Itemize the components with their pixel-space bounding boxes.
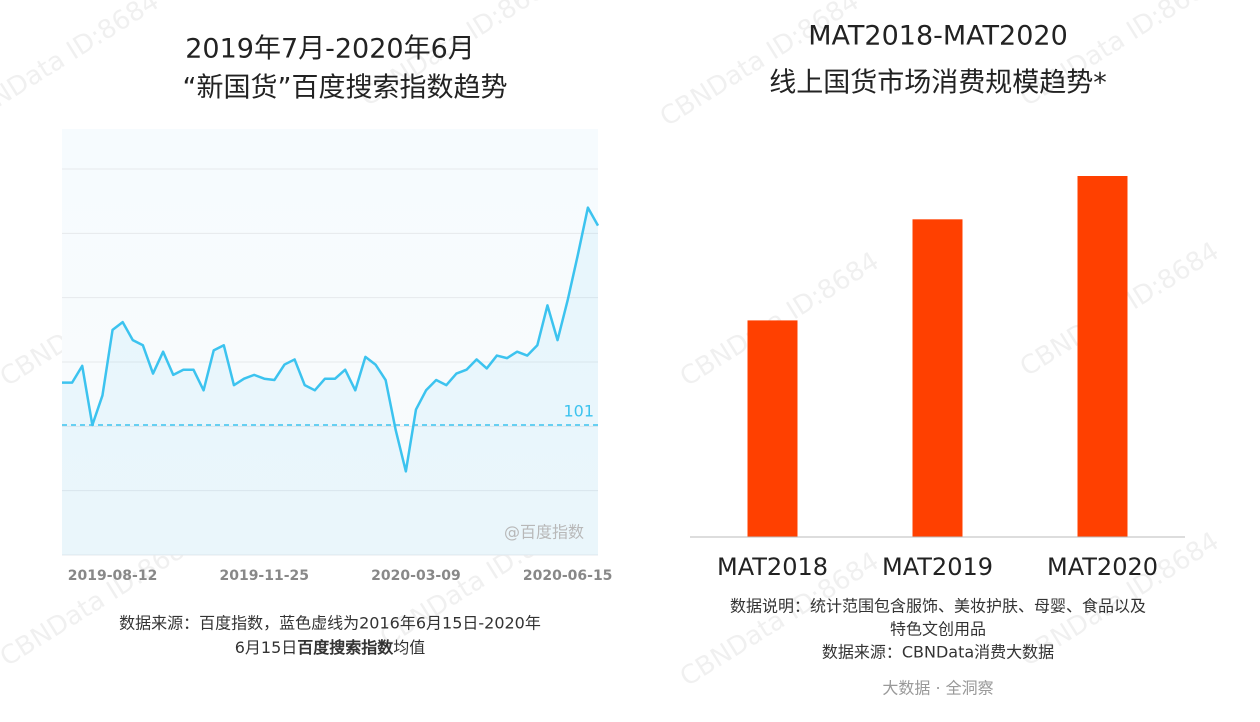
bar — [747, 320, 798, 537]
note-part: 均值 — [393, 638, 425, 657]
source-note: 数据来源：CBNData消费大数据 — [822, 643, 1054, 662]
x-tick-label: MAT2019 — [882, 553, 993, 581]
data-note: 数据说明：统计范围包含服饰、美妆护肤、母婴、食品以及 — [730, 597, 1146, 616]
x-tick-label: 2019-08-12 — [68, 568, 158, 584]
footer: 大数据 · 全洞察 — [882, 679, 993, 698]
x-tick-label: 2020-03-09 — [371, 568, 461, 584]
watermark: CBNData ID:8684 — [0, 0, 165, 133]
note-part: 6月15日 — [235, 638, 298, 657]
source-note: 数据来源：百度指数，蓝色虚线为2016年6月15日-2020年 — [119, 614, 541, 633]
chart-title: MAT2018-MAT2020 — [808, 21, 1068, 52]
chart-title: 线上国货市场消费规模趋势* — [769, 68, 1107, 99]
chart-title: “新国货”百度搜索指数趋势 — [183, 73, 508, 104]
line — [62, 206, 600, 473]
source-tag: @百度指数 — [504, 523, 584, 542]
source-note: 6月15日百度搜索指数均值 — [235, 638, 426, 657]
x-tick-label: 2020-06-15 — [523, 568, 613, 584]
data-note: 特色文创用品 — [890, 620, 986, 639]
x-tick-label: MAT2020 — [1047, 553, 1158, 581]
x-tick-label: MAT2018 — [717, 553, 828, 581]
note-bold: 百度搜索指数 — [297, 638, 394, 657]
reference-label: 101 — [563, 402, 594, 421]
plot-background — [62, 129, 598, 555]
bar — [1077, 176, 1128, 537]
chart-title: 2019年7月-2020年6月 — [185, 34, 475, 65]
area — [62, 207, 598, 555]
x-tick-label: 2019-11-25 — [219, 568, 309, 584]
bar — [912, 219, 963, 537]
